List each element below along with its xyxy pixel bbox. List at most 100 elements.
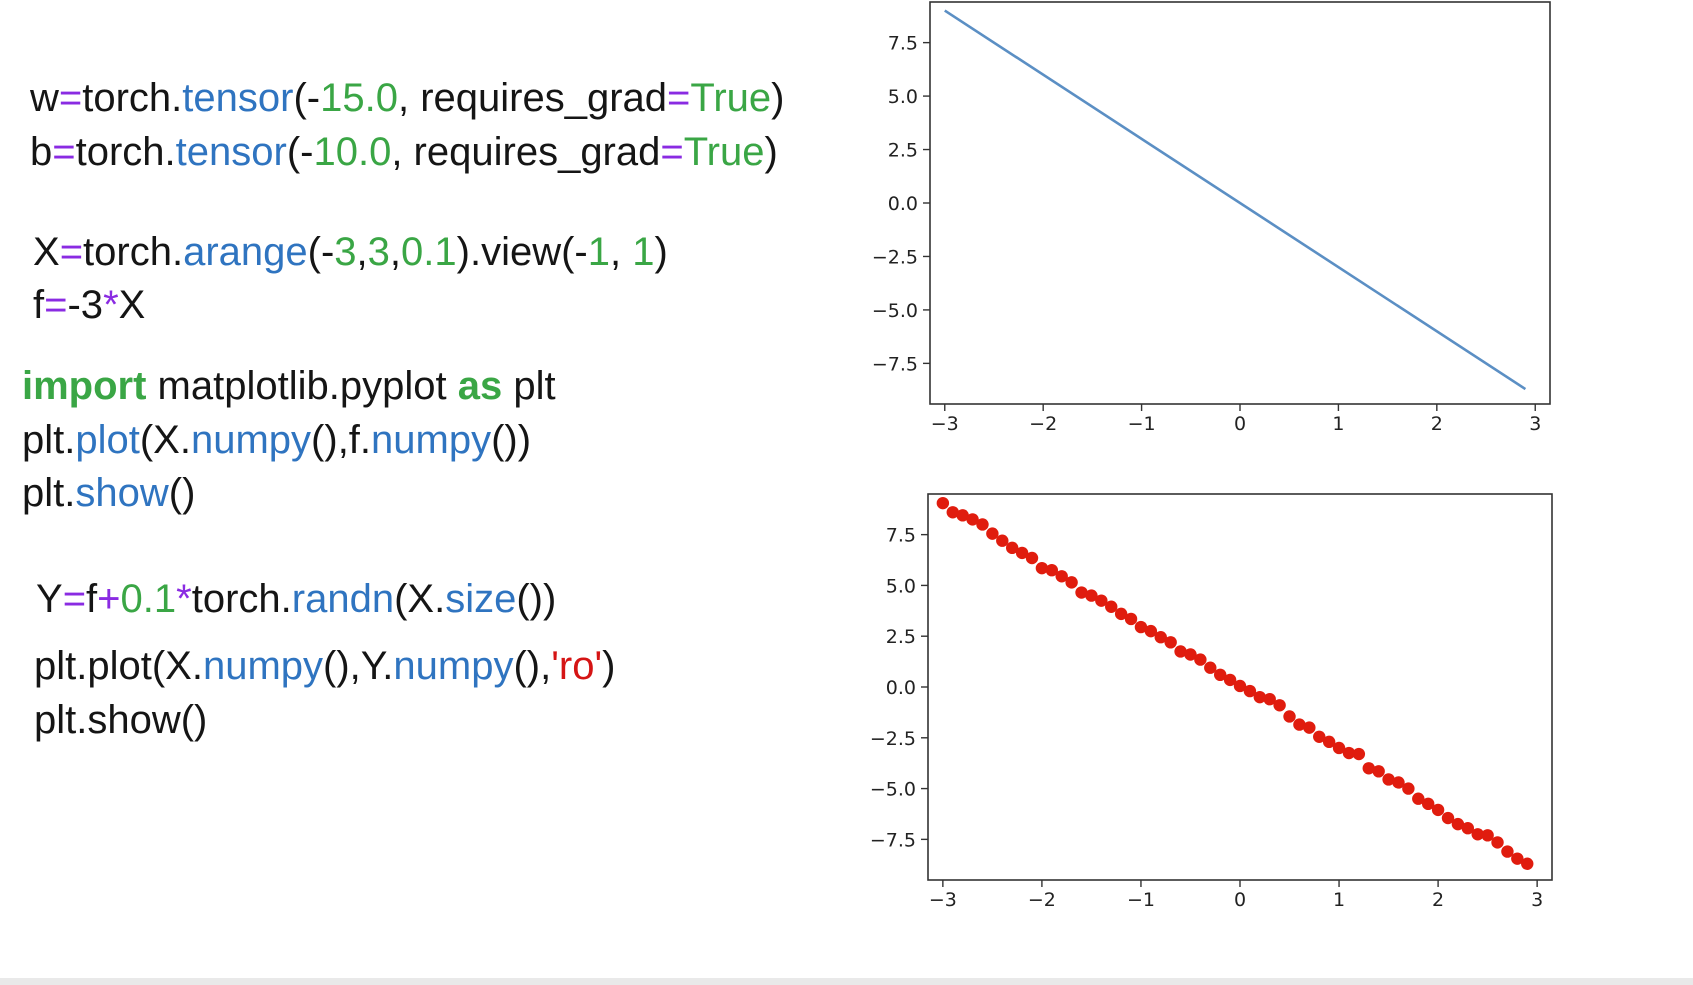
code-token-number: 1 <box>587 230 610 274</box>
data-point <box>1451 817 1465 831</box>
code-token-operator: = <box>52 130 76 174</box>
code-token-number: 1 <box>632 230 655 274</box>
data-point <box>1005 541 1019 555</box>
x-tick-label: −3 <box>931 413 959 435</box>
code-token-default: (),f. <box>311 418 372 462</box>
code-token-default: (),Y. <box>323 644 394 688</box>
code-token-default: torch. <box>82 76 183 120</box>
code-token-default: ) <box>602 644 616 688</box>
code-token-number: 0.1 <box>401 230 457 274</box>
code-token-default: ()) <box>491 418 532 462</box>
code-token-default: , <box>356 230 368 274</box>
data-point <box>1164 636 1177 649</box>
data-point <box>1263 692 1276 706</box>
code-token-number: 15.0 <box>320 76 398 120</box>
x-tick-label: −2 <box>1029 413 1057 435</box>
data-point <box>1362 762 1375 775</box>
footer-strip <box>0 978 1693 985</box>
code-token-operator: = <box>58 76 83 120</box>
data-point <box>1421 797 1435 811</box>
data-point <box>1431 803 1445 817</box>
y-tick-label: 5.0 <box>886 575 916 597</box>
code-token-default: (- <box>286 130 314 174</box>
code-token-keyword: as <box>457 364 503 408</box>
data-point <box>1075 586 1088 599</box>
data-point <box>1204 661 1217 674</box>
x-tick-label: 0 <box>1234 889 1246 911</box>
code-token-default: ) <box>771 76 785 120</box>
data-point <box>1114 607 1128 621</box>
code-token-operator: * <box>103 283 119 327</box>
data-point <box>956 509 969 522</box>
axes-frame <box>927 493 1553 881</box>
x-tick-label: 3 <box>1531 889 1543 911</box>
code-token-default: ()) <box>516 577 557 621</box>
data-point <box>1035 561 1049 575</box>
code-line-b: b=torch.tensor(-10.0, requires_grad=True… <box>30 132 778 172</box>
data-point <box>1521 857 1534 870</box>
data-point <box>1194 653 1207 666</box>
data-point <box>1085 589 1098 602</box>
code-token-default: () <box>168 471 196 515</box>
data-point <box>1233 679 1247 693</box>
data-point <box>1313 730 1326 743</box>
data-point <box>1332 741 1346 755</box>
code-token-default: torch. <box>83 230 184 274</box>
code-token-default: plt. <box>22 418 76 462</box>
code-token-method: numpy <box>393 644 514 688</box>
code-token-default: , requires_grad <box>391 130 661 174</box>
code-token-default: matplotlib.pyplot <box>146 364 458 408</box>
code-token-method: show <box>75 471 169 515</box>
data-point <box>1213 668 1227 682</box>
code-token-method: tensor <box>175 130 287 174</box>
y-tick-label: −2.5 <box>872 246 918 268</box>
data-point <box>1154 631 1167 644</box>
data-point <box>1223 673 1237 687</box>
code-token-method: arange <box>183 230 308 274</box>
code-token-default: (X. <box>394 577 446 621</box>
data-point <box>1303 721 1316 734</box>
code-line-plot-f: plt.plot(X.numpy(),f.numpy()) <box>22 420 531 460</box>
x-tick-label: 1 <box>1333 889 1345 911</box>
code-token-number: 3 <box>367 230 390 274</box>
data-point <box>1293 718 1306 731</box>
code-token-default: ) <box>654 230 668 274</box>
code-token-default: (- <box>293 76 321 120</box>
y-tick-label: −5.0 <box>870 779 916 801</box>
data-point <box>1243 684 1257 698</box>
code-token-operator: + <box>97 577 121 621</box>
data-point <box>1144 624 1158 638</box>
code-token-method: numpy <box>371 418 492 462</box>
code-line-f: f=-3*X <box>33 285 145 325</box>
data-point <box>1283 710 1296 723</box>
x-tick-label: −1 <box>1127 889 1155 911</box>
y-tick-label: 0.0 <box>886 677 916 699</box>
data-point <box>996 534 1009 547</box>
x-tick-label: −2 <box>1028 889 1056 911</box>
y-tick-label: −2.5 <box>870 728 916 750</box>
y-tick-label: −5.0 <box>872 300 918 322</box>
x-tick-label: 2 <box>1431 413 1443 435</box>
code-token-method: tensor <box>182 76 294 120</box>
code-token-number: 3 <box>334 230 357 274</box>
data-point <box>1095 594 1108 607</box>
code-line-show-1: plt.show() <box>22 473 195 513</box>
code-token-default: Y <box>36 577 63 621</box>
code-line-y: Y=f+0.1*torch.randn(X.size()) <box>36 579 556 619</box>
x-tick-label: 0 <box>1234 413 1246 435</box>
data-point <box>966 513 979 526</box>
code-token-default: torch. <box>191 577 292 621</box>
data-point <box>1184 648 1197 661</box>
code-token-operator: = <box>667 76 691 120</box>
data-point <box>1352 747 1366 761</box>
y-tick-label: 2.5 <box>886 626 916 648</box>
series-line <box>944 9 1527 391</box>
data-point <box>1491 836 1504 849</box>
code-token-default: b <box>30 130 53 174</box>
data-point <box>1273 699 1286 712</box>
x-tick-label: 2 <box>1432 889 1444 911</box>
code-token-default: torch. <box>75 130 176 174</box>
data-point <box>1055 570 1068 583</box>
data-point <box>1481 829 1494 842</box>
code-token-default: ).view(- <box>456 230 588 274</box>
